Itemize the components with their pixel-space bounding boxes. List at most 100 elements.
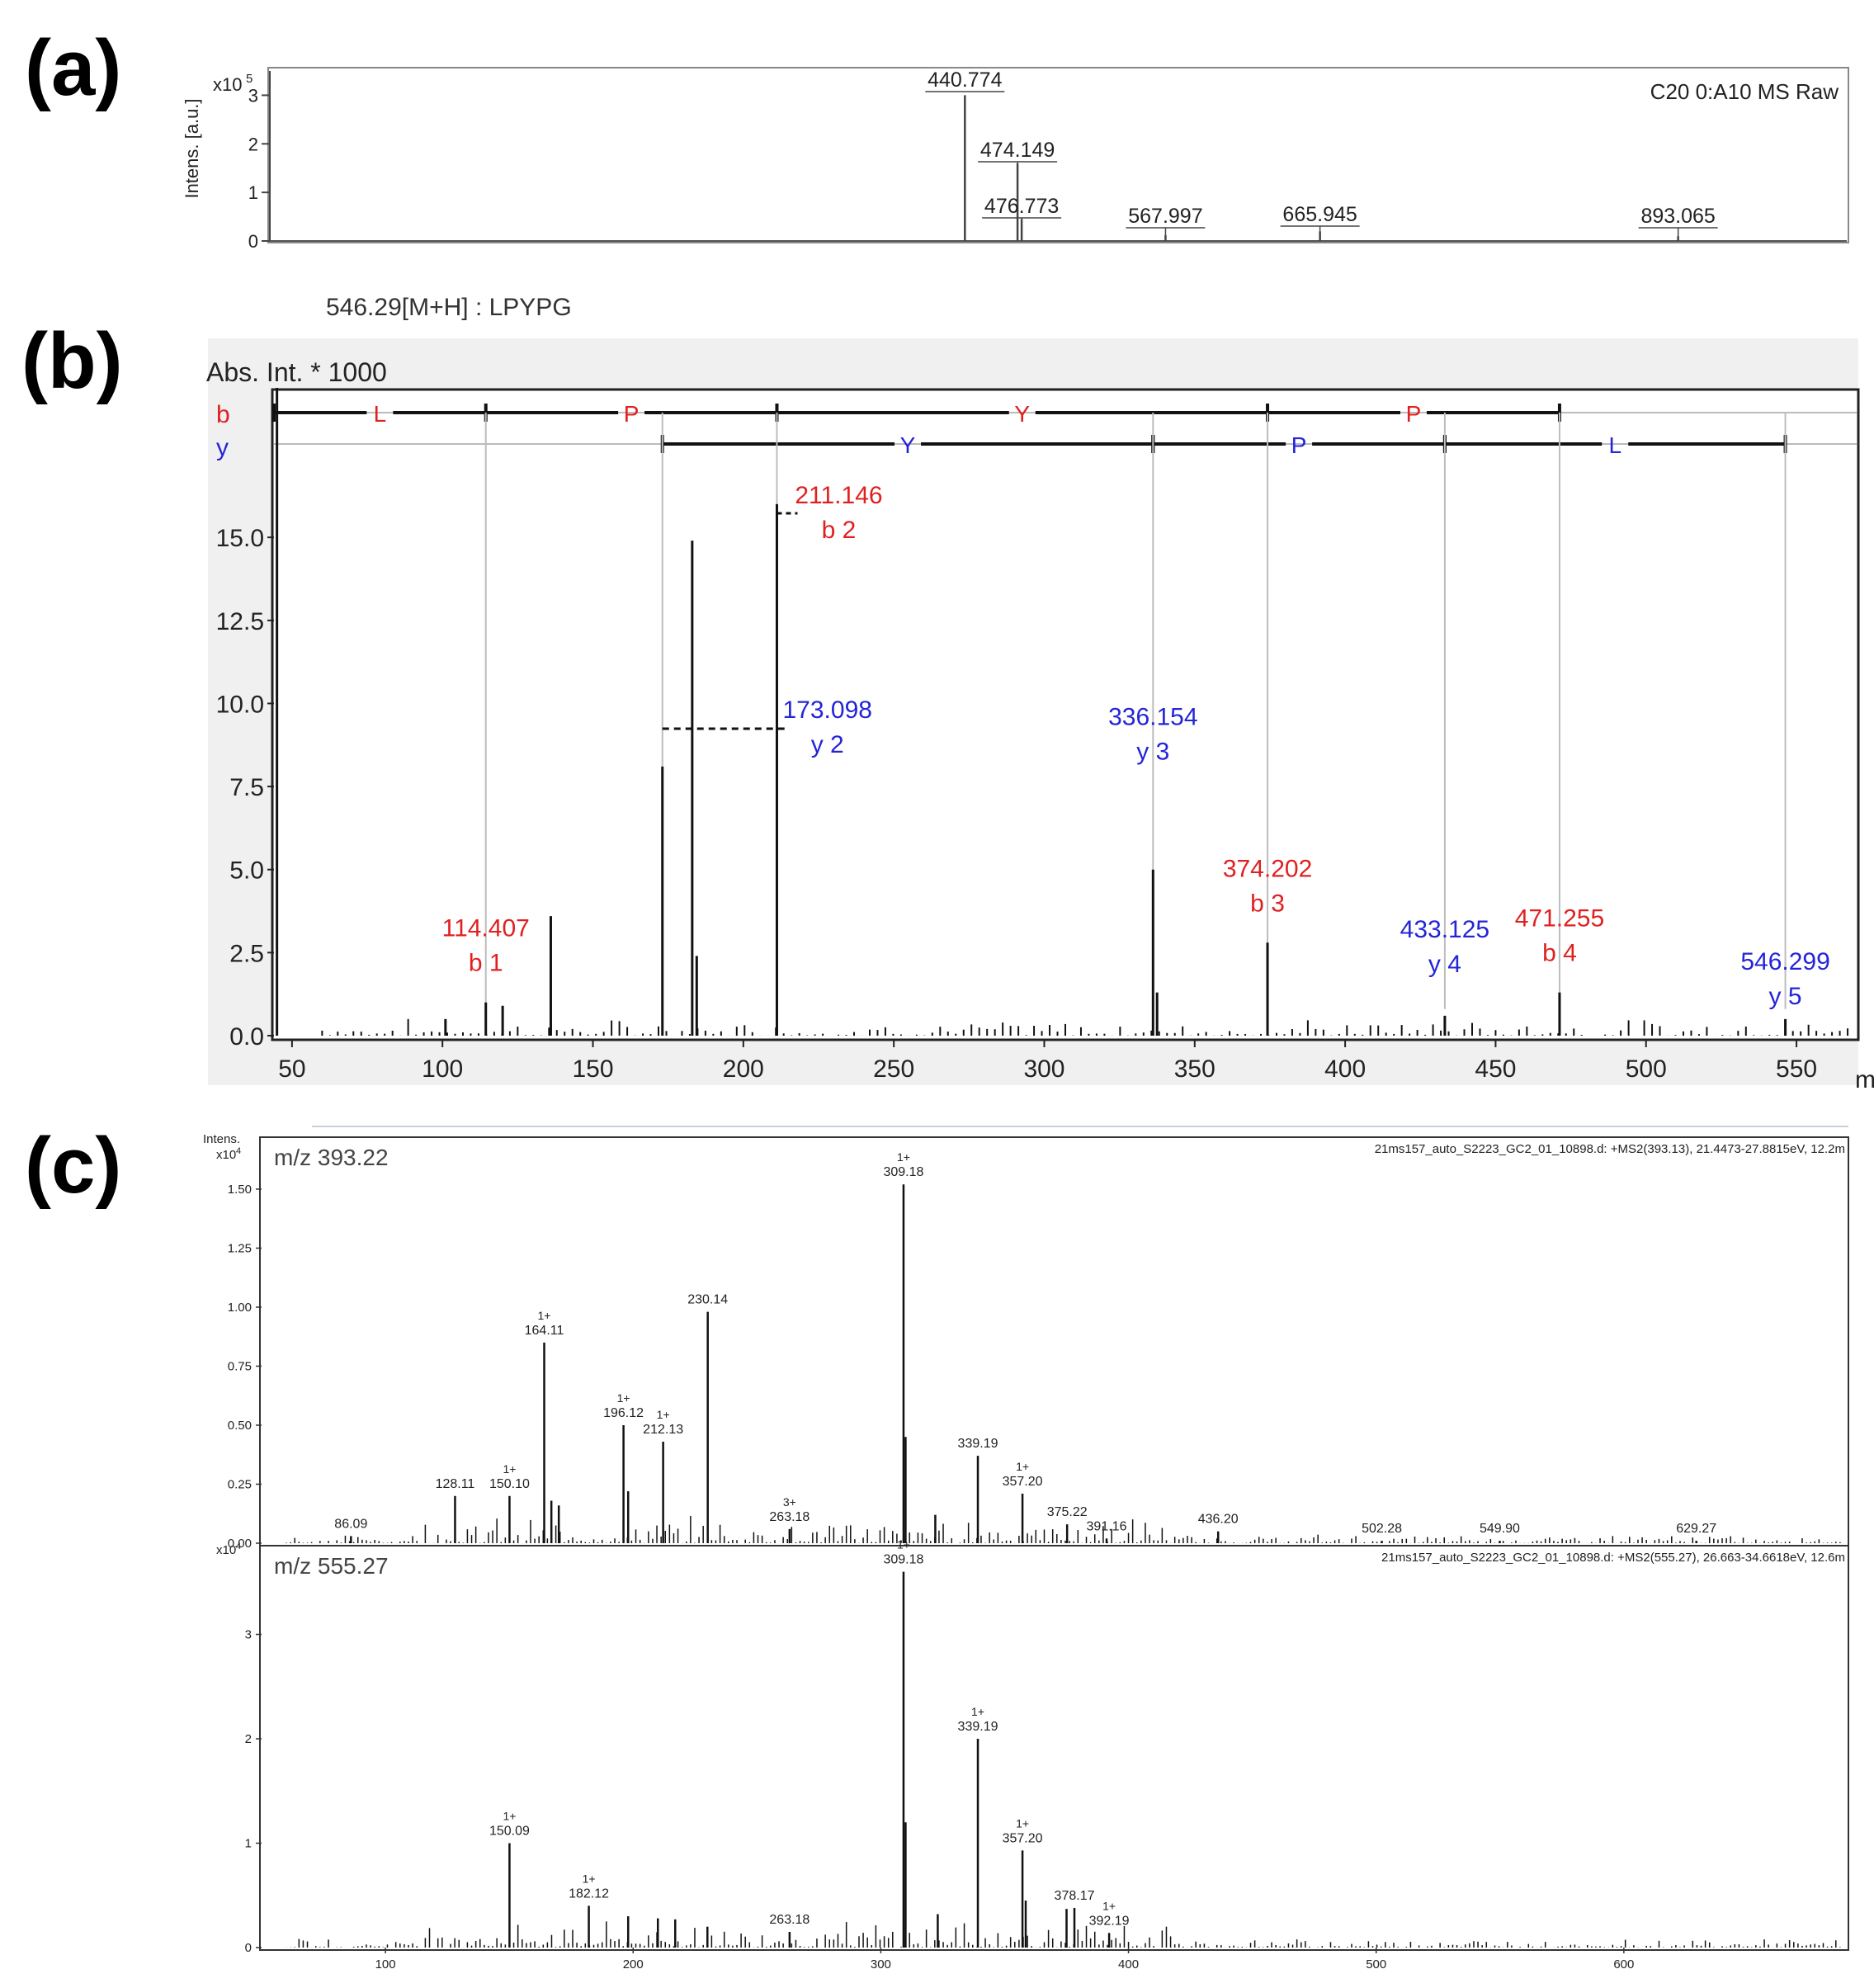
- chart-c-peak-charge: 1+: [538, 1309, 551, 1322]
- chart-c-peak-label: 309.18: [883, 1553, 923, 1567]
- chart-b-peak-ion: b 4: [1542, 940, 1577, 967]
- chart-c-xtick-label: 200: [623, 1957, 644, 1971]
- chart-b-ytick-label: 12.5: [216, 608, 264, 635]
- chart-c-peak-charge: 1+: [503, 1810, 516, 1823]
- b-ladder-residue: P: [624, 401, 640, 427]
- chart-c2-axes: 0 1 2 3 100 200 300 400 500 600: [245, 1628, 1635, 1971]
- chart-a-yexponent: x10: [213, 74, 242, 95]
- chart-c-peak-label: 230.14: [687, 1293, 728, 1307]
- chart-c-peak-label: 212.13: [643, 1423, 683, 1437]
- ms-raw-spectrum-chart: C20 0:A10 MS Raw Intens. [a.u.] x10 5 0 1…: [182, 67, 1849, 252]
- chart-b-xtick-label: 100: [422, 1055, 463, 1083]
- chart-c2-peaks: 150.091+182.121+263.18309.181+339.191+35…: [286, 1538, 1841, 1948]
- chart-b-xtick-label: 150: [572, 1055, 613, 1083]
- chart-c-ytick-label: 0.00: [228, 1537, 252, 1551]
- chart-b-xtick-label: 500: [1626, 1055, 1667, 1083]
- chart-c-peak-label: 629.27: [1676, 1522, 1716, 1536]
- chart-b-peak-ion: b 2: [822, 517, 857, 544]
- chart-c-peak-charge: 1+: [617, 1391, 630, 1405]
- chart-b-xtick-label: 400: [1324, 1055, 1366, 1083]
- chart-b-peaks: 114.407 b 1 173.098 y 2 211.146 b 2 336.154 y 3…: [276, 388, 1849, 1036]
- chart-b-xtick-label: 250: [873, 1055, 914, 1083]
- chart-c1-yexponent: x10: [216, 1148, 236, 1162]
- chart-b-peak-label: 374.202: [1223, 855, 1312, 882]
- chart-c-ytick-label: 0.75: [228, 1359, 252, 1373]
- chart-c-peak-charge: 1+: [583, 1872, 596, 1885]
- panel-b-caption: 546.29[M+H] : LPYPG: [326, 294, 572, 321]
- y-ladder-residue: L: [1608, 432, 1621, 458]
- chart-b-ytick-label: 5.0: [229, 857, 264, 885]
- chart-c-peak-label: 357.20: [1003, 1475, 1043, 1489]
- chart-b-peak-label: 173.098: [783, 697, 872, 724]
- chart-b-xtick-label: 450: [1475, 1055, 1516, 1083]
- peptide-fragment-spectrum-chart: Abs. Int. * 1000 m b y L P Y P Y P L 0.0 2.5 5.0…: [206, 338, 1874, 1093]
- chart-c-peak-charge: 1+: [1102, 1899, 1116, 1912]
- chart-c-peak-label: 392.19: [1089, 1914, 1130, 1928]
- chart-b-ytick-label: 2.5: [229, 940, 264, 967]
- chart-a-peak-label: 440.774: [928, 68, 1002, 92]
- chart-c2-yexponent: x10: [216, 1543, 236, 1557]
- chart-a-peaks: 440.774 474.149 476.773 567.997 665.945 893.0…: [925, 68, 1718, 241]
- chart-a-ytick-label: 0: [248, 231, 258, 252]
- chart-c-ytick-label: 0.50: [228, 1419, 252, 1433]
- b-series-name: b: [216, 401, 230, 428]
- chart-c-ytick-label: 2: [245, 1732, 252, 1746]
- chart-b-peak-ion: b 1: [469, 950, 503, 977]
- chart-b-ytick-label: 10.0: [216, 691, 264, 718]
- chart-c-peak-label: 357.20: [1003, 1831, 1043, 1845]
- chart-c2-title: m/z 555.27: [274, 1553, 389, 1579]
- chart-b-peak-ion: y 5: [1769, 983, 1802, 1010]
- chart-a-peak-label: 567.997: [1128, 205, 1202, 228]
- chart-c1-header: 21ms157_auto_S2223_GC2_01_10898.d: +MS2(…: [1375, 1142, 1845, 1156]
- chart-b-plot-area: [271, 388, 1860, 1041]
- b-ladder-residue: L: [374, 401, 387, 427]
- chart-b-peak-ion: y 3: [1136, 739, 1169, 766]
- chart-b-xtick-label: 550: [1776, 1055, 1817, 1083]
- chart-c-peak-label: 375.22: [1047, 1505, 1088, 1519]
- chart-c-peak-label: 549.90: [1480, 1522, 1520, 1536]
- chart-c-peak-label: 309.18: [883, 1165, 923, 1179]
- chart-c-peak-label: 182.12: [569, 1886, 609, 1901]
- chart-c2-frame: [259, 1545, 1849, 1951]
- chart-a-peak-label: 476.773: [984, 195, 1059, 218]
- chart-c-peak-label: 150.10: [489, 1477, 530, 1491]
- chart-b-ytick-label: 0.0: [229, 1023, 264, 1051]
- chart-c-ytick-label: 1.00: [228, 1301, 252, 1315]
- chart-a-ytick-label: 1: [248, 182, 258, 203]
- chart-c-peak-charge: 1+: [897, 1538, 910, 1551]
- ms2-spectra-chart: Intens. x10 4 x10 4 m/z 393.22 m/z 555.2…: [203, 1126, 1849, 1971]
- chart-b-xunit: m: [1855, 1066, 1874, 1093]
- chart-a-peak-label: 665.945: [1282, 203, 1357, 226]
- chart-b-peak-label: 336.154: [1108, 704, 1197, 731]
- chart-c2-header: 21ms157_auto_S2223_GC2_01_10898.d: +MS2(…: [1381, 1551, 1845, 1565]
- chart-b-peak-ion: y 4: [1428, 951, 1461, 978]
- chart-b-peak-label: 433.125: [1400, 916, 1489, 943]
- chart-b-ylabel: Abs. Int. * 1000: [206, 357, 387, 387]
- chart-c-xtick-label: 300: [871, 1957, 891, 1971]
- chart-b-peak-label: 546.299: [1740, 948, 1829, 975]
- chart-c-xtick-label: 400: [1118, 1957, 1139, 1971]
- chart-c-peak-charge: 1+: [971, 1705, 984, 1718]
- chart-a-peak-label: 474.149: [980, 139, 1055, 162]
- b-ladder-residue: Y: [1014, 401, 1030, 427]
- y-ladder-residue: P: [1291, 432, 1307, 458]
- chart-b-xtick-label: 50: [278, 1055, 305, 1083]
- chart-c-peak-charge: 1+: [1016, 1816, 1029, 1830]
- chart-c-ytick-label: 1: [245, 1837, 252, 1851]
- chart-c-ytick-label: 0: [245, 1941, 252, 1955]
- chart-a-ylabel: Intens. [a.u.]: [182, 98, 202, 198]
- chart-c-ytick-label: 0.25: [228, 1477, 252, 1491]
- chart-c1-axes: 0.00 0.25 0.50 0.75 1.00 1.25 1.50: [228, 1183, 262, 1551]
- chart-c-peak-label: 339.19: [958, 1437, 998, 1451]
- chart-c-peak-label: 263.18: [769, 1510, 810, 1524]
- chart-a-yticks: 0 1 2 3: [248, 71, 1847, 252]
- chart-a-frame: [267, 67, 1849, 243]
- chart-c-peak-label: 86.09: [334, 1517, 367, 1531]
- chart-b-ytick-label: 15.0: [216, 525, 264, 552]
- chart-c-peak-label: 391.16: [1087, 1519, 1127, 1533]
- chart-b-peak-ion: y 2: [811, 731, 844, 758]
- chart-c-peak-label: 196.12: [603, 1406, 644, 1420]
- chart-a-ytick-label: 2: [248, 134, 258, 154]
- chart-c-peak-charge: 3+: [783, 1495, 796, 1509]
